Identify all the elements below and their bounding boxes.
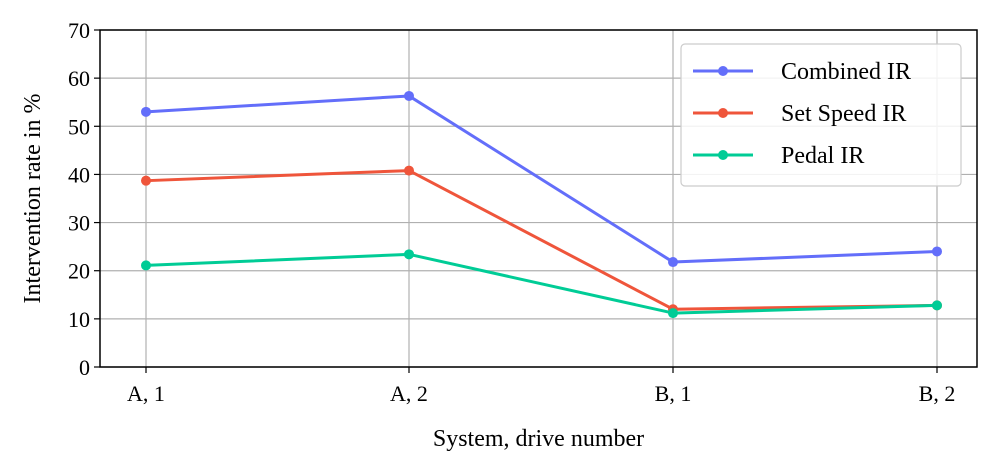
x-axis-title: System, drive number: [433, 426, 644, 452]
plot-frame: [99, 29, 978, 368]
series-set-speed-ir: [141, 165, 942, 315]
legend-swatch-marker: [718, 150, 728, 160]
data-point: [141, 175, 151, 186]
x-tick-label: B, 2: [919, 381, 956, 406]
x-tick-label: B, 1: [655, 381, 692, 406]
legend-item: Pedal IR: [693, 143, 864, 169]
data-point: [141, 106, 151, 117]
x-tick-label: A, 1: [127, 381, 165, 406]
y-tick-label: 20: [68, 259, 90, 284]
data-point: [932, 246, 942, 257]
y-axis-title: Intervention rate in %: [20, 94, 46, 304]
legend-item: Combined IR: [693, 59, 911, 85]
series-combined-ir: [141, 90, 942, 268]
y-tick-label: 60: [68, 66, 90, 91]
legend-label: Pedal IR: [781, 143, 864, 169]
series-layer: [141, 90, 942, 319]
data-point: [404, 249, 414, 260]
y-tick-label: 50: [68, 114, 90, 139]
legend-item: Set Speed IR: [693, 101, 906, 127]
y-tick-label: 40: [68, 162, 90, 187]
legend-swatch-marker: [718, 66, 728, 76]
y-tick-label: 0: [79, 355, 90, 380]
y-tick-label: 30: [68, 211, 90, 236]
data-point: [404, 165, 414, 176]
legend-box: [680, 43, 962, 187]
series-pedal-ir: [141, 249, 942, 319]
legend: Combined IR Set Speed IR Pedal IR: [680, 43, 962, 187]
y-tick-label: 10: [68, 307, 90, 332]
legend-label: Combined IR: [781, 59, 911, 85]
data-point: [141, 260, 151, 271]
series-line: [145, 169, 938, 311]
legend-swatch-marker: [718, 108, 728, 118]
data-point: [932, 300, 942, 311]
x-tick-label: A, 2: [390, 381, 428, 406]
data-point: [668, 308, 678, 319]
series-line: [145, 252, 938, 315]
legend-label: Set Speed IR: [781, 101, 906, 127]
data-point: [668, 257, 678, 268]
y-tick-label: 70: [68, 18, 90, 43]
series-line: [145, 94, 938, 264]
axis-ticks: 0 10 20 30 40 50 60 70 A, 1 A, 2 B, 1 B, 2: [68, 18, 955, 406]
data-point: [404, 90, 414, 101]
